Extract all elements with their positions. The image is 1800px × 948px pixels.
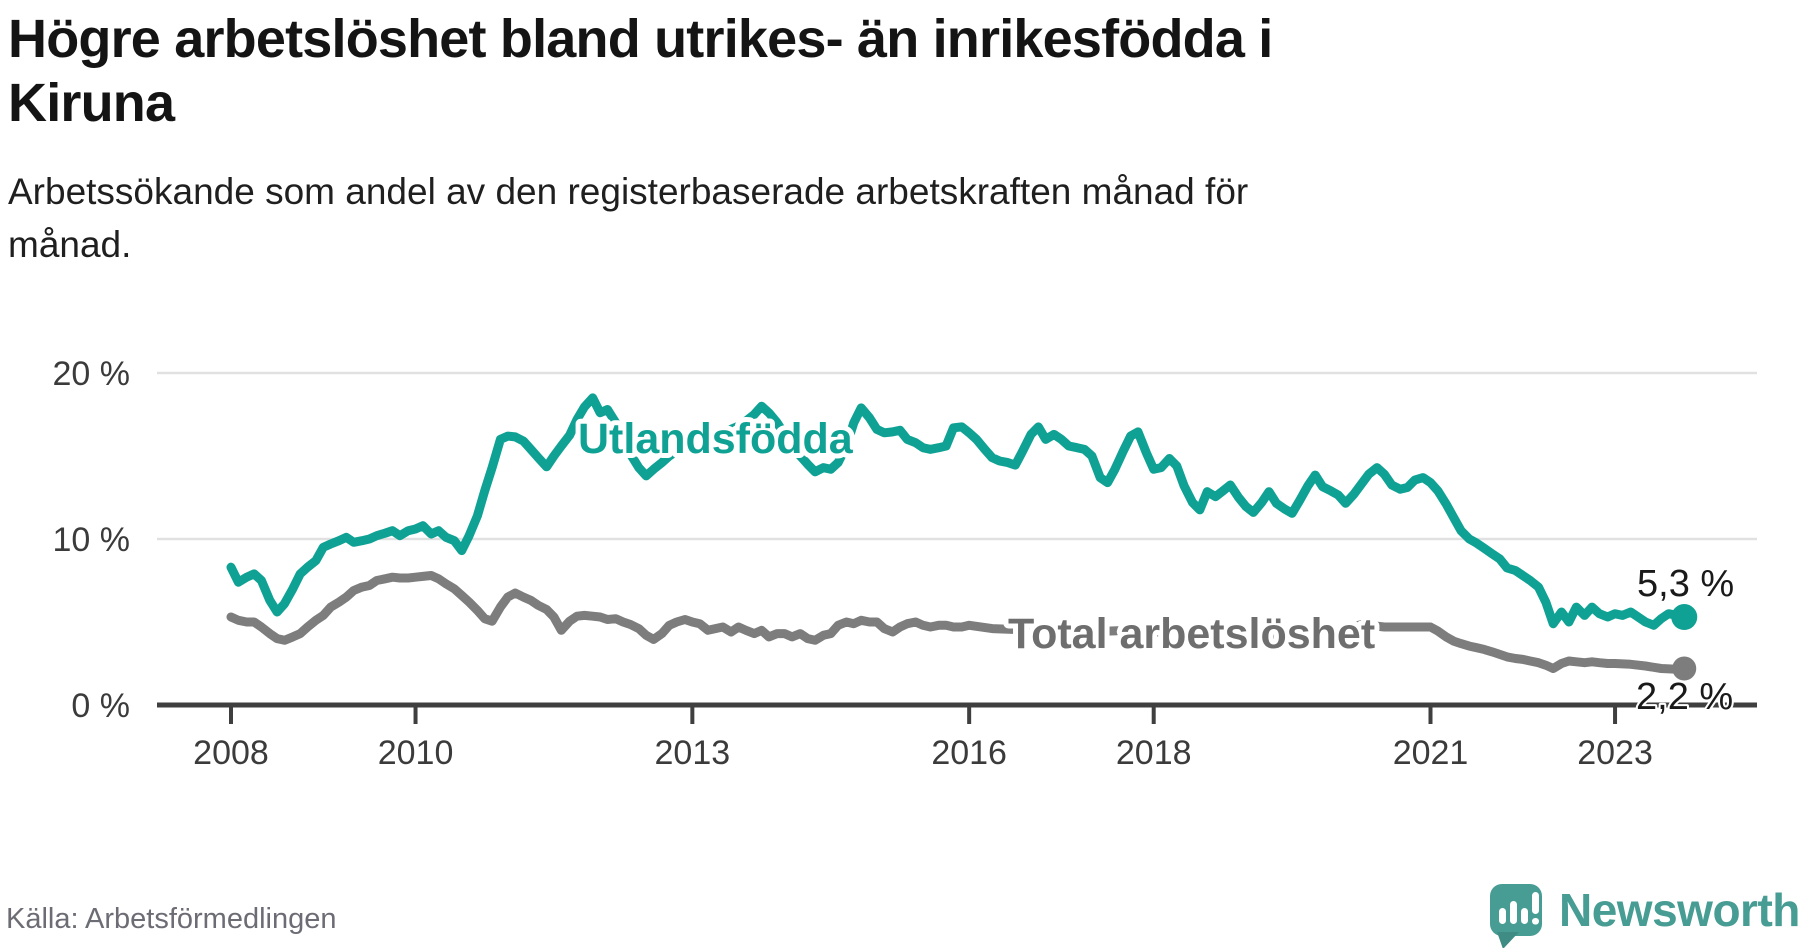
end-value-label-utlandsfodda: 5,3 % [1637,563,1734,605]
series-line-total [226,571,1689,674]
x-axis-label: 2018 [1116,734,1192,772]
x-axis-label: 2010 [378,734,454,772]
x-axis-label: 2013 [655,734,731,772]
x-axis-label: 2021 [1393,734,1469,772]
series-label-total: Total arbetslöshet [1008,610,1375,658]
x-axis-label: 2023 [1577,734,1653,772]
y-axis-label: 20 % [53,355,131,393]
subtitle-line-2: månad. [8,223,132,265]
title-line-1: Högre arbetslöshet bland utrikes- än inr… [8,9,1273,69]
series-line-utlandsfodda [226,393,1689,630]
x-axis-label: 2016 [931,734,1007,772]
source-note: Källa: Arbetsförmedlingen [6,903,337,935]
x-axis-label: 2008 [193,734,269,772]
series-end-dot-utlandsfodda [1671,604,1698,631]
title-line-2: Kiruna [8,72,175,133]
y-axis-label: 10 % [53,521,131,559]
series-end-dot-total [1672,656,1697,681]
newsworthy-logo: Newsworthy [1489,882,1800,948]
y-axis-label: 0 % [71,687,130,725]
end-value-label-total: 2,2 % [1636,676,1733,718]
chart-subtitle: Arbetssökande som andel av den registerb… [8,166,1568,271]
page-title: Högre arbetslöshet bland utrikes- än inr… [8,8,1768,135]
newsworthy-bubble-icon [1490,884,1542,948]
series-label-utlandsfodda: Utlandsfödda [578,415,854,463]
newsworthy-wordmark: Newsworthy [1559,884,1800,936]
subtitle-line-1: Arbetssökande som andel av den registerb… [8,171,1249,212]
